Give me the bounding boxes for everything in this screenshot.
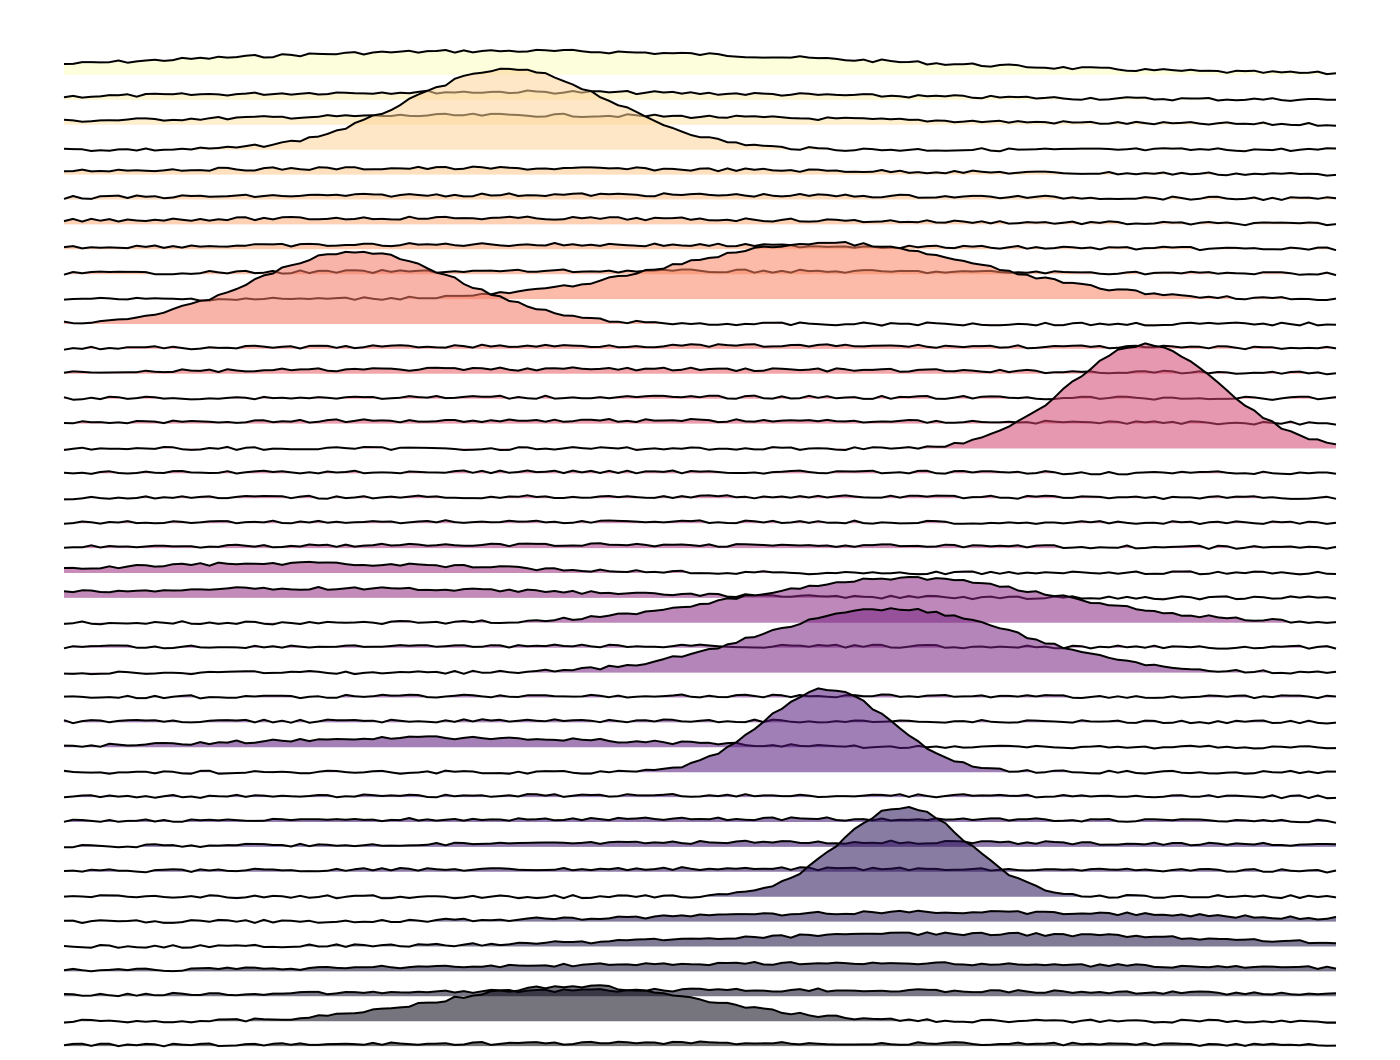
ridge-line-40 [63, 1040, 1337, 1048]
ridge-fill-11 [64, 251, 1336, 326]
ridge-fill-39 [64, 985, 1336, 1023]
ridge-fill-1 [64, 49, 1336, 75]
ridge-line-7 [63, 215, 1337, 227]
ridge-line-2 [63, 89, 1337, 102]
ridge-series-group [63, 48, 1337, 1048]
ridge-fill-35 [64, 910, 1336, 923]
ridge-line-18 [63, 494, 1337, 501]
ridge-line-25 [63, 607, 1337, 676]
ridge-line-5 [63, 165, 1337, 177]
ridge-fill-28 [64, 736, 1336, 749]
ridge-fill-7 [64, 216, 1336, 226]
ridge-line-22 [63, 586, 1337, 601]
ridge-line-6 [63, 192, 1337, 201]
ridge-line-8 [63, 242, 1337, 252]
ridge-line-28 [63, 735, 1337, 750]
ridge-line-33 [63, 866, 1337, 874]
ridge-line-30 [63, 793, 1337, 800]
ridge-line-19 [63, 519, 1337, 525]
ridge-line-32 [64, 839, 1337, 849]
ridge-line-29 [63, 687, 1337, 775]
ridge-fill-23 [64, 577, 1336, 625]
ridge-line-11 [63, 250, 1337, 327]
ridge-line-23 [63, 576, 1337, 626]
ridge-line-16 [63, 342, 1337, 451]
ridge-fill-19 [64, 520, 1336, 524]
ridge-line-17 [63, 469, 1337, 476]
ridge-line-27 [63, 718, 1337, 725]
ridge-line-4 [63, 67, 1337, 153]
ridge-line-35 [63, 909, 1337, 924]
ridge-fill-8 [64, 243, 1336, 251]
ridge-line-34 [63, 806, 1337, 900]
ridge-line-21 [63, 560, 1337, 576]
ridge-line-3 [63, 112, 1337, 127]
ridge-line-38 [63, 987, 1337, 998]
ridge-line-12 [63, 343, 1337, 351]
ridge-line-31 [63, 816, 1337, 824]
ridge-fill-25 [64, 608, 1336, 675]
ridge-fill-10 [64, 242, 1336, 301]
ridge-fill-22 [64, 587, 1336, 600]
ridge-fill-32 [64, 840, 1336, 848]
ridge-fill-4 [64, 68, 1336, 152]
ridge-fill-37 [64, 962, 1336, 972]
ridge-line-1 [63, 48, 1337, 76]
ridge-fill-16 [64, 343, 1336, 450]
ridge-line-24 [63, 643, 1337, 650]
ridge-line-26 [63, 693, 1337, 700]
ridge-line-36 [63, 931, 1337, 949]
ridge-line-37 [63, 961, 1337, 973]
ridge-fill-36 [64, 932, 1336, 948]
ridge-fill-21 [64, 561, 1336, 575]
ridge-line-20 [63, 542, 1337, 550]
ridge-line-39 [63, 984, 1336, 1024]
